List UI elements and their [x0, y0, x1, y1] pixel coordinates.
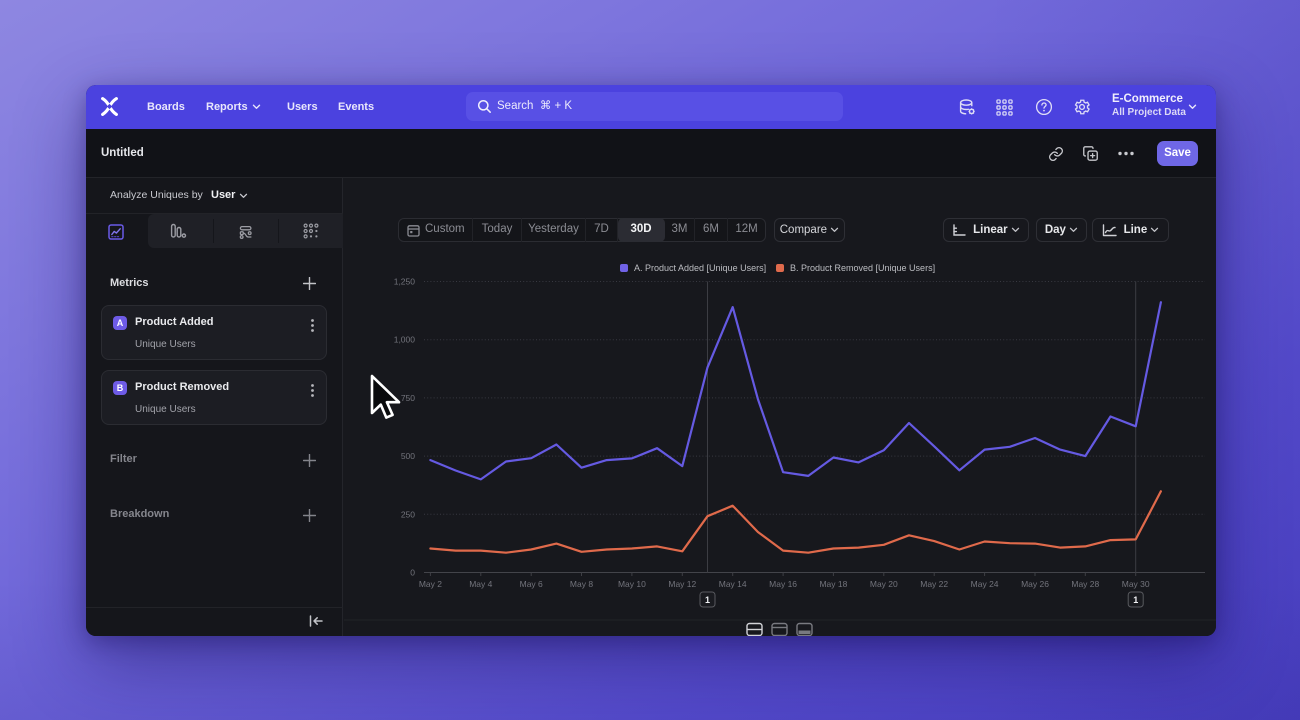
- svg-text:May 14: May 14: [719, 579, 747, 589]
- svg-text:May 20: May 20: [870, 579, 898, 589]
- svg-text:1: 1: [705, 595, 710, 605]
- svg-text:May 18: May 18: [819, 579, 847, 589]
- svg-text:500: 500: [401, 451, 415, 461]
- svg-text:1,000: 1,000: [394, 335, 416, 345]
- svg-text:May 8: May 8: [570, 579, 593, 589]
- svg-text:0: 0: [410, 568, 415, 578]
- svg-text:May 16: May 16: [769, 579, 797, 589]
- svg-text:1,250: 1,250: [394, 277, 416, 287]
- svg-text:1: 1: [1133, 595, 1138, 605]
- svg-text:May 4: May 4: [469, 579, 492, 589]
- svg-text:May 26: May 26: [1021, 579, 1049, 589]
- svg-text:May 24: May 24: [971, 579, 999, 589]
- svg-text:May 12: May 12: [668, 579, 696, 589]
- svg-text:May 22: May 22: [920, 579, 948, 589]
- svg-text:May 6: May 6: [520, 579, 543, 589]
- svg-text:250: 250: [401, 509, 415, 519]
- svg-text:May 10: May 10: [618, 579, 646, 589]
- svg-text:May 30: May 30: [1122, 579, 1150, 589]
- svg-text:May 2: May 2: [419, 579, 442, 589]
- svg-text:May 28: May 28: [1071, 579, 1099, 589]
- svg-text:750: 750: [401, 393, 415, 403]
